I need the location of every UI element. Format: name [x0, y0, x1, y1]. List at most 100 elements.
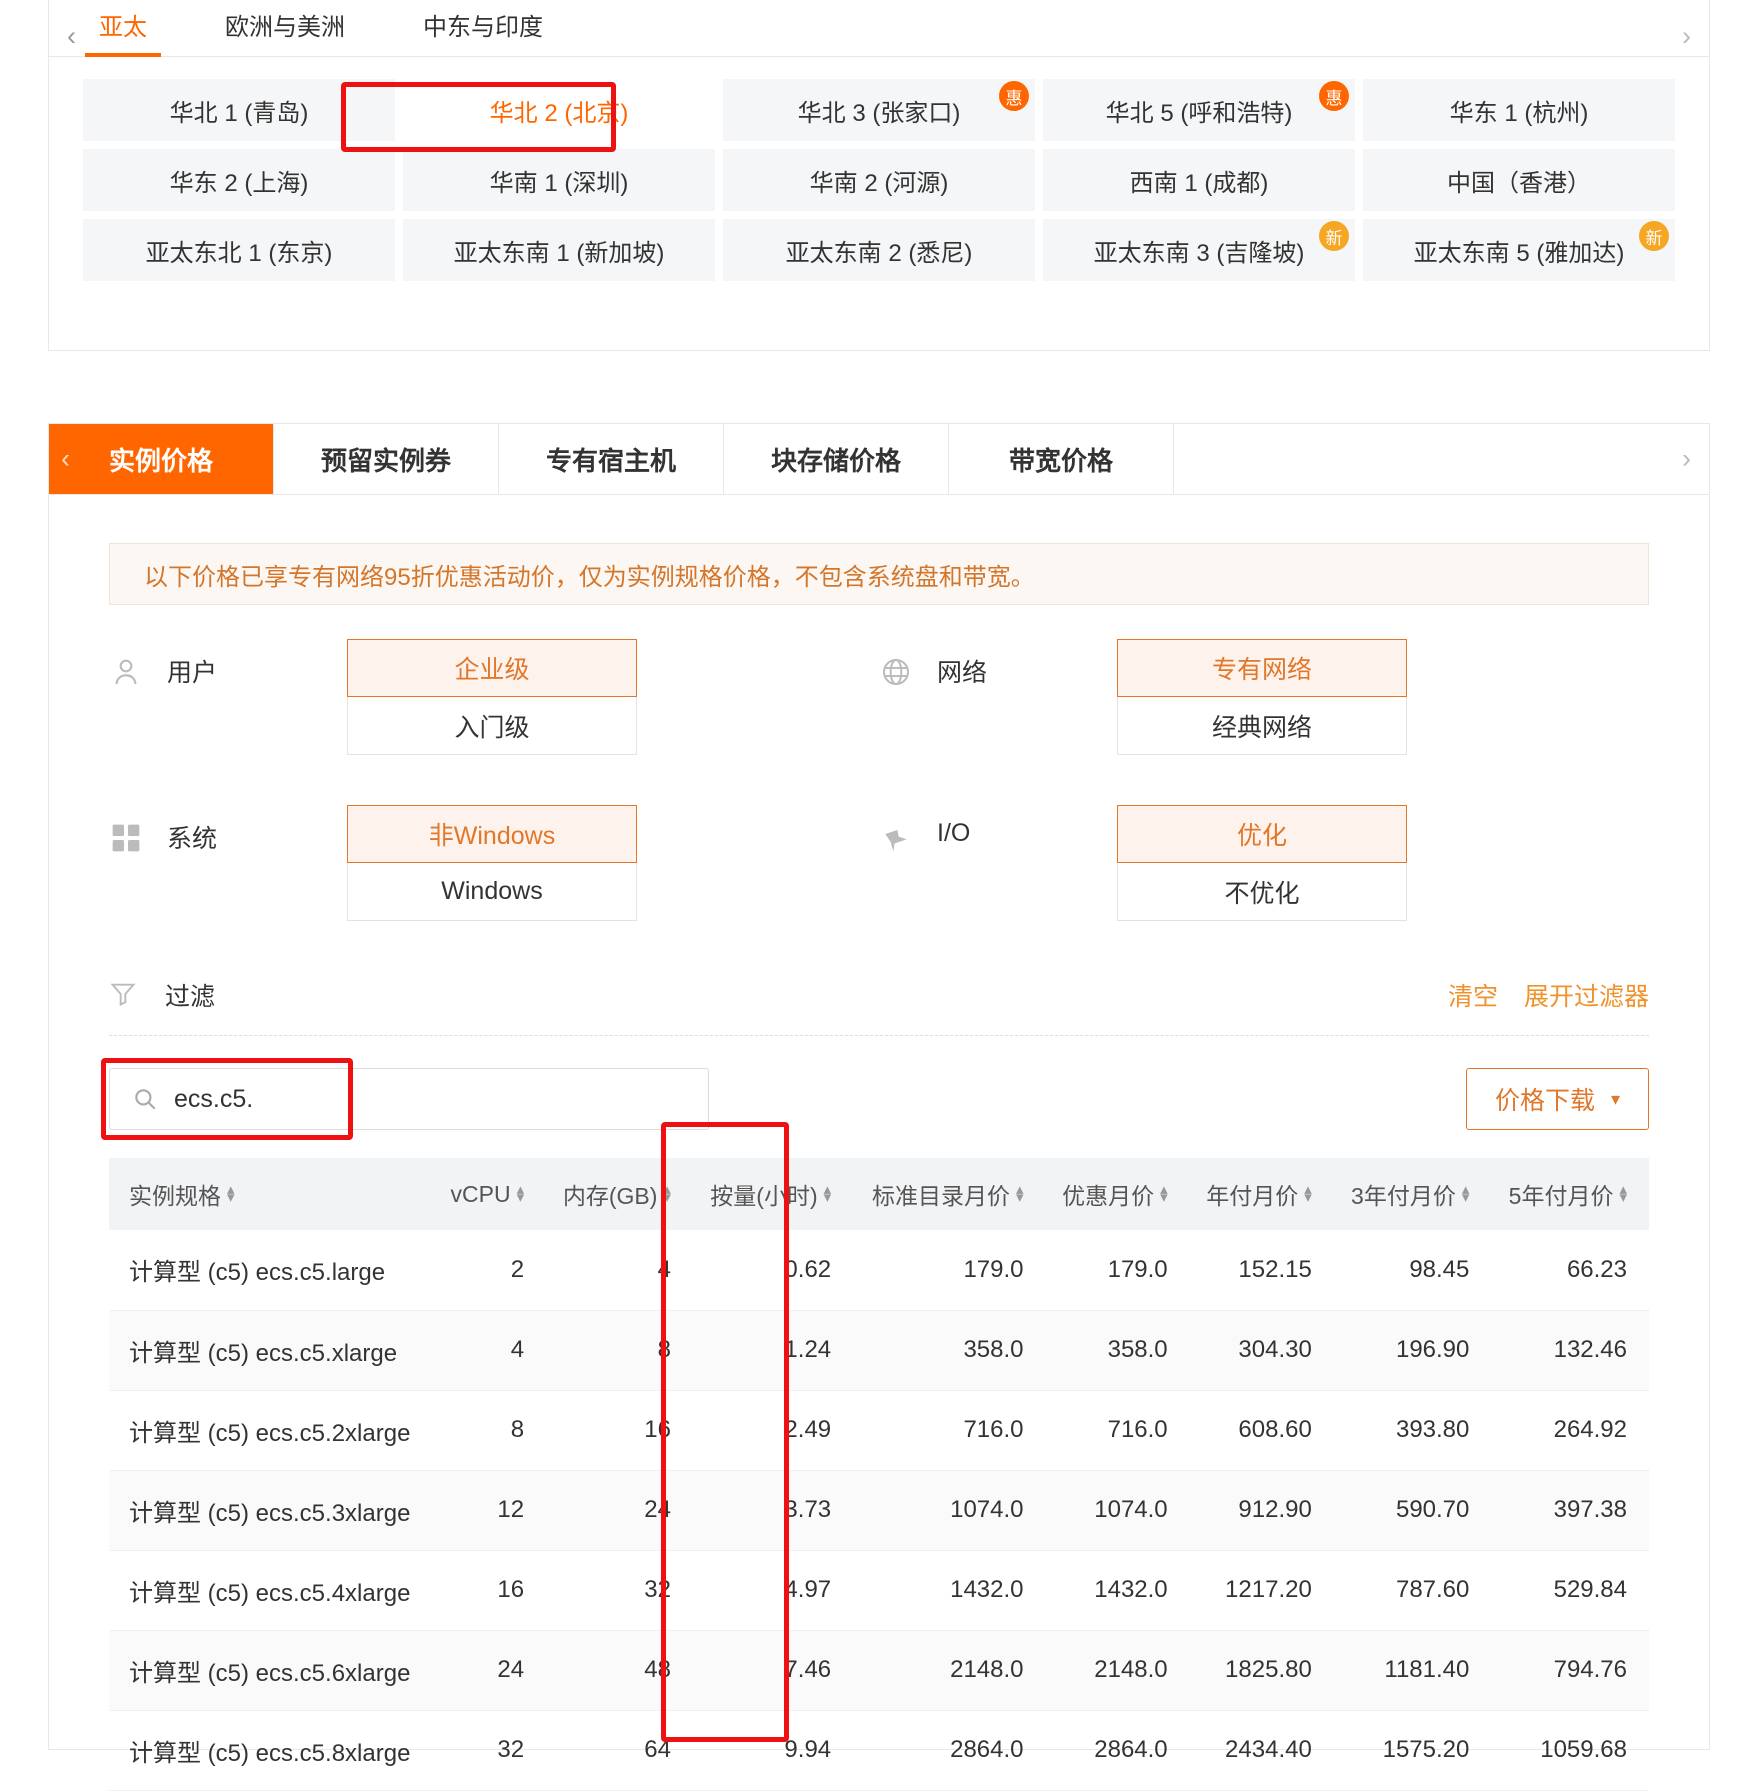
table-cell: 16: [546, 1390, 693, 1471]
table-column-header[interactable]: 5年付月价 ▴ ▾: [1491, 1158, 1649, 1230]
region-tab-asia-pacific[interactable]: 亚太: [85, 7, 161, 57]
table-column-header[interactable]: 实例规格 ▴ ▾: [109, 1158, 436, 1230]
chevron-left-icon[interactable]: ‹: [61, 443, 70, 474]
table-column-label: 实例规格: [129, 1183, 221, 1209]
new-badge-icon: 新: [1319, 221, 1349, 251]
region-cell[interactable]: 华北 3 (张家口) 惠: [723, 79, 1035, 141]
filter-option-label: 入门级: [454, 713, 530, 742]
filter-option[interactable]: 专有网络: [1117, 639, 1407, 697]
region-cell[interactable]: 亚太东北 1 (东京): [83, 219, 395, 281]
region-cell[interactable]: 西南 1 (成都): [1043, 149, 1355, 211]
region-cell[interactable]: 亚太东南 3 (吉隆坡) 新: [1043, 219, 1355, 281]
table-cell: 794.76: [1491, 1630, 1649, 1711]
table-column-header[interactable]: vCPU ▴ ▾: [435, 1158, 547, 1230]
table-row[interactable]: 计算型 (c5) ecs.c5.2xlarge 8 16 2.49 716.0 716.0…: [109, 1390, 1649, 1471]
table-column-header[interactable]: 年付月价 ▴ ▾: [1189, 1158, 1334, 1230]
table-column-header[interactable]: 优惠月价 ▴ ▾: [1045, 1158, 1190, 1230]
table-row[interactable]: 计算型 (c5) ecs.c5.3xlarge 12 24 3.73 1074.0 107…: [109, 1470, 1649, 1551]
sort-arrows-icon[interactable]: ▴ ▾: [227, 1180, 235, 1206]
region-tab-label: 中东与印度: [423, 14, 543, 41]
filter-option[interactable]: 企业级: [347, 639, 637, 697]
sort-arrows-icon[interactable]: ▴ ▾: [823, 1180, 832, 1206]
region-cell[interactable]: 亚太东南 2 (悉尼): [723, 219, 1035, 281]
table-cell: 32: [435, 1710, 547, 1791]
filter-option-stack: 优化 不优化: [1117, 805, 1407, 921]
chevron-left-icon[interactable]: ‹: [67, 21, 76, 51]
price-download-button[interactable]: 价格下载 ▾: [1465, 1068, 1649, 1130]
region-cell[interactable]: 华东 2 (上海): [83, 149, 395, 211]
table-cell: 2: [435, 1230, 547, 1311]
table-column-label: 5年付月价: [1508, 1183, 1614, 1209]
filter-option[interactable]: 入门级: [347, 697, 637, 755]
region-cell-label: 华北 3 (张家口): [797, 99, 961, 127]
pricing-tab-3[interactable]: 块存储价格: [724, 424, 949, 494]
table-cell: 358.0: [1045, 1310, 1190, 1391]
table-cell: 计算型 (c5) ecs.c5.6xlarge: [109, 1630, 436, 1711]
pricing-tab-2[interactable]: 专有宿主机: [499, 424, 724, 494]
chevron-right-icon[interactable]: ›: [1682, 443, 1691, 474]
table-column-label: 内存(GB): [562, 1183, 658, 1209]
region-cell[interactable]: 华北 2 (北京): [403, 79, 715, 141]
table-cell: 24: [435, 1630, 547, 1711]
region-cell[interactable]: 亚太东南 5 (雅加达) 新: [1363, 219, 1675, 281]
table-column-label: 3年付月价: [1351, 1183, 1456, 1209]
table-cell: 8: [546, 1310, 693, 1391]
region-cell[interactable]: 华北 5 (呼和浩特) 惠: [1043, 79, 1355, 141]
table-row[interactable]: 计算型 (c5) ecs.c5.6xlarge 24 48 7.46 2148.0 214…: [109, 1630, 1649, 1711]
region-cell[interactable]: 亚太东南 1 (新加坡): [403, 219, 715, 281]
table-cell: 529.84: [1491, 1550, 1649, 1631]
table-column-header[interactable]: 内存(GB) ▴ ▾: [546, 1158, 693, 1230]
region-cell[interactable]: 中国（香港）: [1363, 149, 1675, 211]
pricing-tab-0[interactable]: 实例价格: [49, 424, 274, 494]
table-column-header[interactable]: 按量(小时) ▴ ▾: [692, 1158, 854, 1230]
filter-option[interactable]: 经典网络: [1117, 697, 1407, 755]
region-cell-label: 华北 1 (青岛): [169, 99, 309, 127]
sort-arrows-icon[interactable]: ▴ ▾: [1619, 1180, 1627, 1206]
table-column-header[interactable]: 标准目录月价 ▴ ▾: [853, 1158, 1046, 1230]
table-cell: 132.46: [1491, 1310, 1649, 1391]
filter-option-stack: 非Windows Windows: [347, 805, 637, 921]
table-column-label: 标准目录月价: [871, 1183, 1010, 1209]
table-column-header[interactable]: 3年付月价 ▴ ▾: [1333, 1158, 1492, 1230]
table-cell: 计算型 (c5) ecs.c5.3xlarge: [109, 1470, 436, 1551]
region-cell[interactable]: 华东 1 (杭州): [1363, 79, 1675, 141]
sort-arrows-icon[interactable]: ▴ ▾: [1160, 1180, 1168, 1206]
table-row[interactable]: 计算型 (c5) ecs.c5.4xlarge 16 32 4.97 1432.0 143…: [109, 1550, 1649, 1631]
filter-option[interactable]: 优化: [1117, 805, 1407, 863]
region-tab-europe-americas[interactable]: 欧洲与美洲: [225, 7, 345, 56]
region-tab-middle-east-india[interactable]: 中东与印度: [423, 7, 543, 56]
filter-option[interactable]: 非Windows: [347, 805, 637, 863]
region-cell-label: 华北 2 (北京): [489, 99, 629, 127]
table-cell: 0.62: [692, 1230, 854, 1311]
filter-group: 用户 企业级 入门级: [109, 639, 879, 755]
table-row[interactable]: 计算型 (c5) ecs.c5.xlarge 4 8 1.24 358.0 358.0 30…: [109, 1310, 1649, 1391]
pricing-tab-1[interactable]: 预留实例券: [274, 424, 499, 494]
region-cell-label: 亚太东南 3 (吉隆坡): [1093, 239, 1305, 267]
sort-arrows-icon[interactable]: ▴ ▾: [516, 1180, 525, 1206]
table-row[interactable]: 计算型 (c5) ecs.c5.8xlarge 32 64 9.94 2864.0 286…: [109, 1710, 1649, 1791]
sort-arrows-icon[interactable]: ▴ ▾: [663, 1180, 671, 1206]
table-cell: 304.30: [1189, 1310, 1334, 1391]
search-input[interactable]: ecs.c5.: [109, 1068, 709, 1130]
region-cell[interactable]: 华南 2 (河源): [723, 149, 1035, 211]
table-row[interactable]: 计算型 (c5) ecs.c5.large 2 4 0.62 179.0 179.0 152…: [109, 1230, 1649, 1311]
table-cell: 358.0: [853, 1310, 1046, 1391]
region-cell[interactable]: 华南 1 (深圳): [403, 149, 715, 211]
expand-filters-link[interactable]: 展开过滤器: [1523, 983, 1649, 1011]
sort-arrows-icon[interactable]: ▴ ▾: [1015, 1180, 1024, 1206]
table-cell: 64: [546, 1710, 693, 1791]
pricing-tab-4[interactable]: 带宽价格: [949, 424, 1174, 494]
table-cell: 179.0: [853, 1230, 1046, 1311]
table-column-label: 按量(小时): [710, 1183, 818, 1209]
sort-arrows-icon[interactable]: ▴ ▾: [1304, 1180, 1312, 1206]
region-cell-label: 华东 2 (上海): [169, 169, 309, 197]
filter-option[interactable]: Windows: [347, 863, 637, 921]
region-cell[interactable]: 华北 1 (青岛): [83, 79, 395, 141]
clear-filters-link[interactable]: 清空: [1447, 983, 1498, 1011]
filter-option[interactable]: 不优化: [1117, 863, 1407, 921]
sort-arrows-icon[interactable]: ▴ ▾: [1461, 1180, 1470, 1206]
chevron-right-icon[interactable]: ›: [1682, 21, 1691, 51]
table-cell: 7.46: [692, 1630, 854, 1711]
table-cell: 2148.0: [1045, 1630, 1190, 1711]
table-cell: 2864.0: [853, 1710, 1046, 1791]
